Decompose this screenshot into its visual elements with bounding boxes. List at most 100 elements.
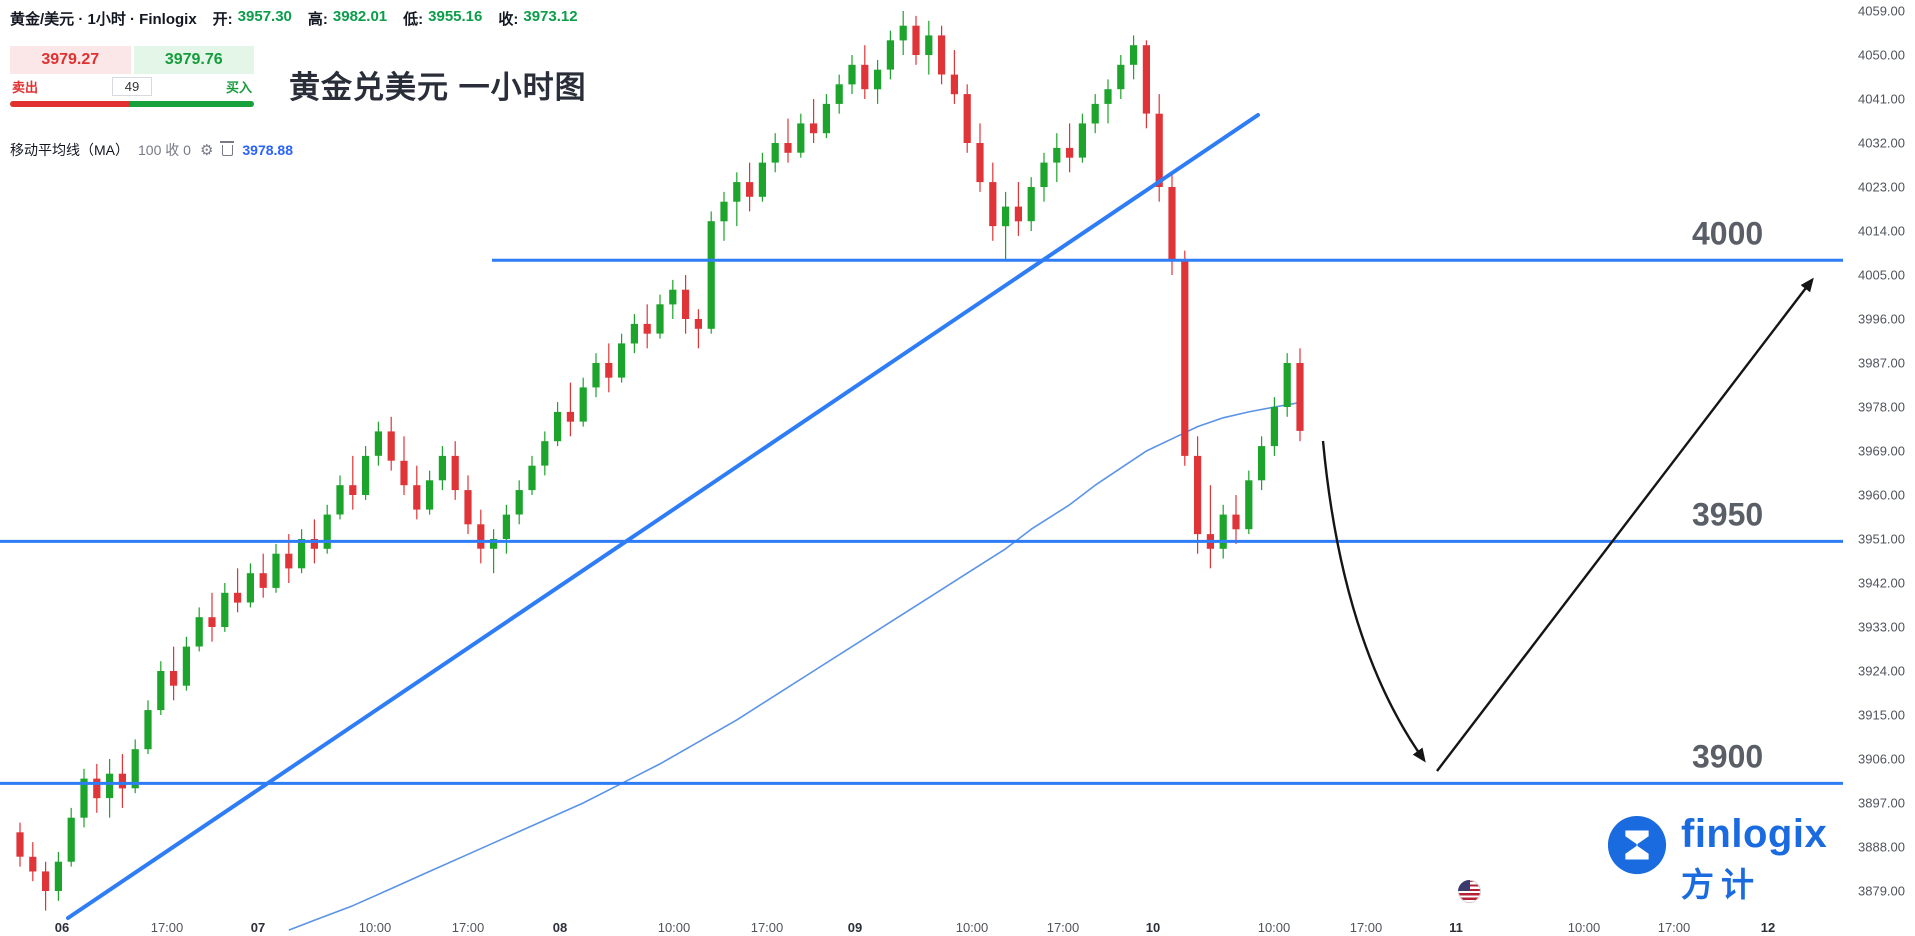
candle <box>144 700 152 755</box>
low-pair: 低: 3955.16 <box>403 8 482 29</box>
candle <box>656 294 664 339</box>
price-tick-label: 3996.00 <box>1858 312 1905 327</box>
price-tick-label: 3924.00 <box>1858 664 1905 679</box>
candle <box>1040 152 1048 202</box>
candle <box>323 504 331 554</box>
candle <box>1194 436 1202 554</box>
ohlc-header: 黄金/美元 · 1小时 · Finlogix 开: 3957.30 高: 398… <box>10 8 578 29</box>
candle <box>886 30 894 80</box>
trendline[interactable] <box>66 113 1260 920</box>
price-tick-label: 3897.00 <box>1858 796 1905 811</box>
price-tick-label: 3933.00 <box>1858 620 1905 635</box>
candle <box>1245 470 1253 535</box>
brand-name-en: finlogix <box>1681 812 1828 856</box>
us-flag-icon <box>1458 880 1481 903</box>
price-tick-label: 3906.00 <box>1858 752 1905 767</box>
candle <box>528 455 536 495</box>
candle <box>182 636 190 691</box>
price-tick-label: 3951.00 <box>1858 532 1905 547</box>
candle <box>976 123 984 192</box>
candle <box>54 851 62 901</box>
candle <box>1014 182 1022 236</box>
gear-icon[interactable]: ⚙ <box>199 141 214 159</box>
candle <box>682 275 690 334</box>
buy-label[interactable]: 买入 <box>225 80 252 95</box>
candle <box>42 861 50 911</box>
candle <box>1283 353 1291 417</box>
candle <box>464 475 472 535</box>
candle <box>1091 94 1099 134</box>
quote-widget: 3979.27 3979.76 卖出 49 买入 <box>10 46 254 107</box>
candle <box>387 416 395 471</box>
high-value: 3982.01 <box>332 8 388 25</box>
price-tick-label: 3888.00 <box>1858 840 1905 855</box>
candle <box>1104 79 1112 124</box>
candle <box>131 739 139 794</box>
candle <box>298 529 306 574</box>
candle <box>259 553 267 598</box>
candle <box>694 309 702 349</box>
ma-value: 3978.88 <box>242 142 293 158</box>
time-tick-label: 12 <box>1761 920 1775 935</box>
ma-indicator-row: 移动平均线（MA） 100 收 0 ⚙ 3978.88 <box>10 140 293 160</box>
time-tick-label: 17:00 <box>452 920 485 935</box>
candle <box>771 133 779 173</box>
price-tick-label: 3969.00 <box>1858 444 1905 459</box>
candle <box>1258 436 1266 491</box>
candle <box>746 162 754 212</box>
candle <box>848 55 856 95</box>
price-tick-label: 3987.00 <box>1858 356 1905 371</box>
candle <box>490 529 498 574</box>
level-label-4000[interactable]: 4000 <box>1692 215 1763 251</box>
candle <box>413 465 421 520</box>
time-tick-label: 10:00 <box>1258 920 1291 935</box>
brand-text: finlogix 方计 <box>1681 814 1827 906</box>
time-tick-label: 10:00 <box>658 920 691 935</box>
candle <box>80 768 88 828</box>
low-value: 3955.16 <box>428 8 483 25</box>
time-tick-label: 17:00 <box>751 920 784 935</box>
candle <box>1002 191 1010 261</box>
candle <box>784 118 792 163</box>
price-tick-label: 3960.00 <box>1858 488 1905 503</box>
candle <box>950 50 958 104</box>
time-tick-label: 06 <box>55 920 69 935</box>
price-tick-label: 4059.00 <box>1858 4 1905 19</box>
candle <box>234 568 242 613</box>
candle <box>1027 177 1035 231</box>
candle <box>1078 113 1086 163</box>
buy-ratio-bar <box>129 101 254 107</box>
time-tick-label: 07 <box>251 920 265 935</box>
candle <box>938 25 946 85</box>
close-value: 3973.12 <box>523 8 578 25</box>
buy-price-button[interactable]: 3979.76 <box>133 46 254 74</box>
candle <box>720 191 728 241</box>
chart-title-annotation[interactable]: 黄金兑美元 一小时图 <box>289 70 587 105</box>
open-pair: 开: 3957.30 <box>213 8 292 29</box>
sell-ratio-bar <box>10 101 130 107</box>
candle <box>1270 397 1278 456</box>
trash-icon[interactable] <box>219 141 234 156</box>
candle <box>1219 504 1227 559</box>
down-arrow-annotation[interactable] <box>1321 440 1426 763</box>
sell-label[interactable]: 卖出 <box>12 80 39 95</box>
candle <box>618 333 626 383</box>
candle <box>1232 495 1240 544</box>
candle <box>502 504 510 554</box>
candle <box>989 162 997 241</box>
candle <box>1296 348 1304 442</box>
level-label-3950[interactable]: 3950 <box>1692 496 1763 532</box>
sell-price-button[interactable]: 3979.27 <box>10 46 131 74</box>
candle <box>912 15 920 65</box>
brand-name-cn: 方计 <box>1681 866 1761 903</box>
up-arrow-annotation[interactable] <box>1436 277 1814 772</box>
time-tick-label: 10:00 <box>359 920 392 935</box>
price-tick-label: 3879.00 <box>1858 884 1905 899</box>
price-tick-label: 4005.00 <box>1858 268 1905 283</box>
time-tick-label: 17:00 <box>1658 920 1691 935</box>
candle <box>349 455 357 510</box>
level-label-3900[interactable]: 3900 <box>1692 738 1763 774</box>
candle <box>374 421 382 466</box>
candle <box>579 377 587 427</box>
